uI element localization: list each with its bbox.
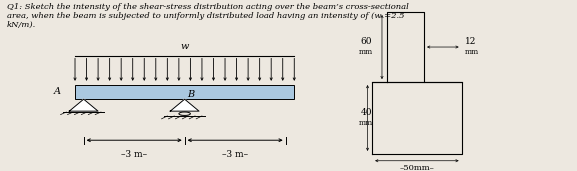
Bar	[75, 85, 294, 99]
Text: –50mm–: –50mm–	[399, 164, 434, 171]
Text: –3 m–: –3 m–	[222, 150, 248, 160]
Text: mm: mm	[464, 48, 479, 56]
Text: A: A	[54, 87, 61, 96]
Text: B: B	[188, 90, 194, 99]
Polygon shape	[69, 99, 98, 111]
Polygon shape	[170, 99, 199, 111]
Text: mm: mm	[359, 119, 373, 127]
Text: mm: mm	[359, 48, 373, 56]
Text: –3 m–: –3 m–	[121, 150, 147, 160]
Text: Q1: Sketch the intensity of the shear-stress distribution acting over the beam’s: Q1: Sketch the intensity of the shear-st…	[7, 3, 409, 29]
Text: 40: 40	[361, 108, 372, 117]
Text: 12: 12	[464, 37, 476, 46]
Text: 60: 60	[361, 37, 372, 46]
Text: w: w	[181, 42, 189, 51]
